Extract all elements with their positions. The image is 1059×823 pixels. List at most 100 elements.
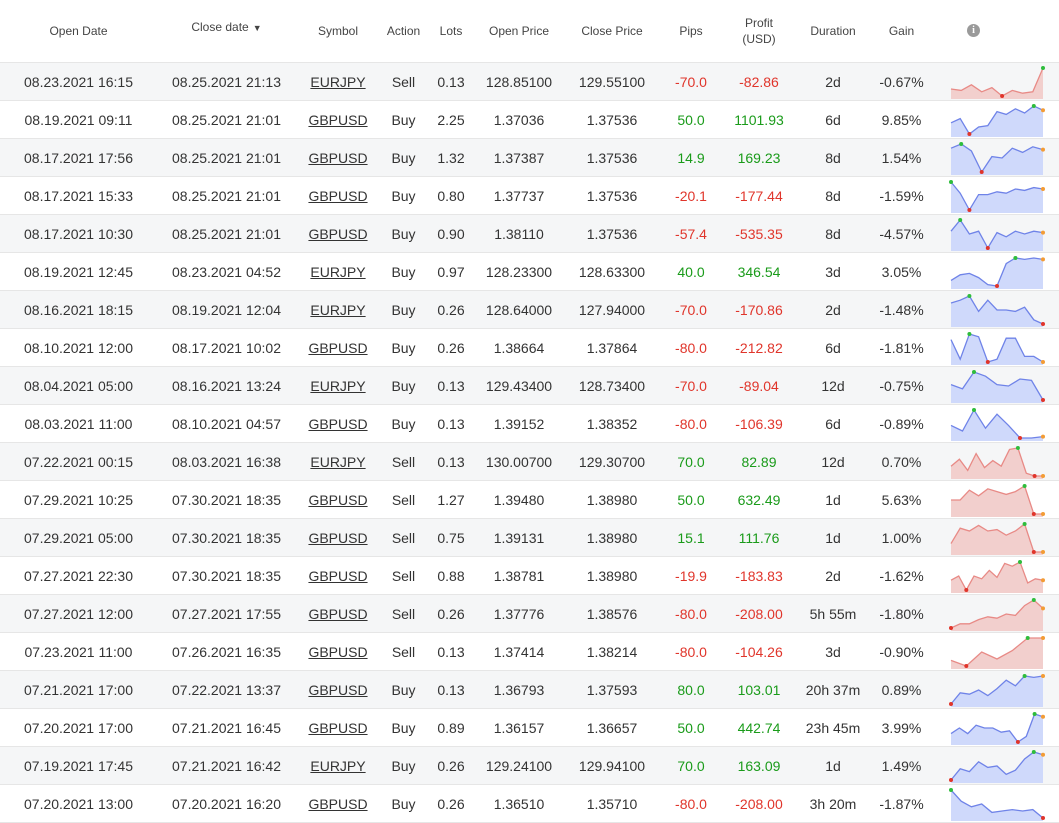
cell-symbol-value[interactable]: GBPUSD (308, 111, 368, 128)
cell-gain-value: -1.59% (879, 187, 924, 204)
cell-lots-value: 1.32 (437, 149, 465, 166)
cell-duration-value: 12d (821, 453, 845, 470)
col-lots[interactable]: Lots (427, 0, 475, 63)
sparkline-area (950, 295, 1043, 327)
cell-symbol-value[interactable]: GBPUSD (308, 187, 368, 204)
col-open-date[interactable]: Open Date (0, 0, 157, 63)
cell-lots: 0.97 (427, 252, 475, 291)
cell-gain-value: 3.05% (881, 263, 922, 280)
cell-profit-value: -212.82 (735, 339, 783, 356)
table-row[interactable]: 08.03.2021 11:00 08.10.2021 04:57 GBPUSD Bu… (0, 404, 1059, 443)
cell-open-date-value: 08.10.2021 12:00 (24, 339, 133, 356)
col-close-price[interactable]: Close Price (563, 0, 661, 63)
cell-symbol-value[interactable]: GBPUSD (308, 339, 368, 356)
sparkline-high-marker (958, 141, 963, 146)
table-row[interactable]: 07.19.2021 17:45 07.21.2021 16:42 EURJPY Bu… (0, 746, 1059, 785)
cell-gain: -0.90% (869, 632, 934, 671)
cell-profit: -535.35 (721, 214, 797, 253)
table-row[interactable]: 08.17.2021 10:30 08.25.2021 21:01 GBPUSD Bu… (0, 214, 1059, 253)
table-row[interactable]: 07.22.2021 00:15 08.03.2021 16:38 EURJPY Se… (0, 442, 1059, 481)
cell-symbol-value[interactable]: GBPUSD (308, 719, 368, 736)
col-open-price[interactable]: Open Price (475, 0, 563, 63)
sparkline-high-marker (1040, 65, 1045, 70)
cell-profit-value: 346.54 (737, 263, 781, 280)
table-row[interactable]: 08.19.2021 09:11 08.25.2021 21:01 GBPUSD Bu… (0, 100, 1059, 139)
info-icon[interactable]: i (967, 24, 980, 37)
cell-close-date: 07.26.2021 16:35 (157, 632, 296, 671)
col-close-date[interactable]: Close date ▼ (157, 0, 296, 63)
col-action[interactable]: Action (380, 0, 427, 63)
cell-open-date: 08.03.2021 11:00 (0, 404, 157, 443)
cell-open-price: 1.37737 (475, 176, 563, 215)
table-row[interactable]: 07.27.2021 12:00 07.27.2021 17:55 GBPUSD Se… (0, 594, 1059, 633)
cell-symbol-value[interactable]: EURJPY (310, 453, 366, 470)
cell-symbol: GBPUSD (296, 176, 380, 215)
cell-symbol-value[interactable]: GBPUSD (308, 225, 368, 242)
col-profit[interactable]: Profit (USD) (721, 0, 797, 63)
cell-open-date-value: 08.23.2021 16:15 (24, 73, 133, 90)
table-row[interactable]: 07.29.2021 10:25 07.30.2021 18:35 GBPUSD Se… (0, 480, 1059, 519)
cell-symbol-value[interactable]: EURJPY (310, 73, 366, 90)
cell-gain-value: -0.75% (879, 377, 924, 394)
cell-symbol-value[interactable]: GBPUSD (308, 567, 368, 584)
cell-symbol-value[interactable]: EURJPY (310, 377, 366, 394)
sparkline-area (950, 409, 1043, 441)
cell-symbol-value[interactable]: EURJPY (310, 263, 366, 280)
cell-open-price: 1.38781 (475, 556, 563, 595)
table-row[interactable]: 08.17.2021 15:33 08.25.2021 21:01 GBPUSD Bu… (0, 176, 1059, 215)
cell-close-date-value: 07.20.2021 16:20 (172, 795, 281, 812)
sparkline-low-marker (1031, 549, 1036, 554)
cell-action: Buy (380, 252, 427, 291)
table-row[interactable]: 07.20.2021 13:00 07.20.2021 16:20 GBPUSD Bu… (0, 784, 1059, 823)
table-row[interactable]: 07.27.2021 22:30 07.30.2021 18:35 GBPUSD Se… (0, 556, 1059, 595)
col-duration[interactable]: Duration (797, 0, 869, 63)
cell-symbol-value[interactable]: GBPUSD (308, 149, 368, 166)
cell-open-price: 1.38664 (475, 328, 563, 367)
table-row[interactable]: 07.20.2021 17:00 07.21.2021 16:45 GBPUSD Bu… (0, 708, 1059, 747)
cell-pips: 40.0 (661, 252, 721, 291)
cell-duration: 2d (797, 62, 869, 101)
trend-sparkline (950, 483, 1045, 517)
table-row[interactable]: 08.23.2021 16:15 08.25.2021 21:13 EURJPY Se… (0, 62, 1059, 101)
cell-symbol-value[interactable]: GBPUSD (308, 643, 368, 660)
cell-lots-value: 0.13 (437, 453, 465, 470)
table-row[interactable]: 08.17.2021 17:56 08.25.2021 21:01 GBPUSD Bu… (0, 138, 1059, 177)
col-symbol[interactable]: Symbol (296, 0, 380, 63)
table-row[interactable]: 07.29.2021 05:00 07.30.2021 18:35 GBPUSD Se… (0, 518, 1059, 557)
cell-symbol-value[interactable]: GBPUSD (308, 529, 368, 546)
table-row[interactable]: 08.10.2021 12:00 08.17.2021 10:02 GBPUSD Bu… (0, 328, 1059, 367)
cell-symbol-value[interactable]: GBPUSD (308, 491, 368, 508)
cell-profit-value: -104.26 (735, 643, 783, 660)
cell-close-date: 08.16.2021 13:24 (157, 366, 296, 405)
sparkline-line (949, 181, 1043, 211)
cell-symbol-value[interactable]: GBPUSD (308, 795, 368, 812)
cell-close-price-value: 128.73400 (578, 377, 646, 394)
table-row[interactable]: 08.19.2021 12:45 08.23.2021 04:52 EURJPY Bu… (0, 252, 1059, 291)
cell-gain: 0.89% (869, 670, 934, 709)
cell-symbol-value[interactable]: GBPUSD (308, 681, 368, 698)
sparkline-high-marker (1015, 445, 1020, 450)
col-gain[interactable]: Gain (869, 0, 934, 63)
cell-lots-value: 2.25 (437, 111, 465, 128)
cell-close-date-value: 08.17.2021 10:02 (172, 339, 281, 356)
cell-symbol-value[interactable]: GBPUSD (308, 605, 368, 622)
table-row[interactable]: 08.04.2021 05:00 08.16.2021 13:24 EURJPY Bu… (0, 366, 1059, 405)
sparkline-low-marker (966, 207, 971, 212)
cell-lots: 1.32 (427, 138, 475, 177)
table-row[interactable]: 07.23.2021 11:00 07.26.2021 16:35 GBPUSD Se… (0, 632, 1059, 671)
cell-gain-value: -1.81% (879, 339, 924, 356)
cell-symbol-value[interactable]: EURJPY (310, 301, 366, 318)
cell-action-value: Buy (391, 415, 416, 432)
cell-gain-value: 9.85% (881, 111, 922, 128)
cell-symbol-value[interactable]: EURJPY (310, 757, 366, 774)
table-row[interactable]: 08.16.2021 18:15 08.19.2021 12:04 EURJPY Bu… (0, 290, 1059, 329)
table-row[interactable]: 07.21.2021 17:00 07.22.2021 13:37 GBPUSD Bu… (0, 670, 1059, 709)
cell-profit-value: -208.00 (735, 605, 783, 622)
col-pips[interactable]: Pips (661, 0, 721, 63)
cell-profit-value: 103.01 (737, 681, 781, 698)
cell-symbol-value[interactable]: GBPUSD (308, 415, 368, 432)
cell-open-date: 08.17.2021 10:30 (0, 214, 157, 253)
cell-action-value: Sell (391, 453, 416, 470)
cell-close-price: 1.38214 (563, 632, 661, 671)
cell-gain-value: -0.67% (879, 73, 924, 90)
